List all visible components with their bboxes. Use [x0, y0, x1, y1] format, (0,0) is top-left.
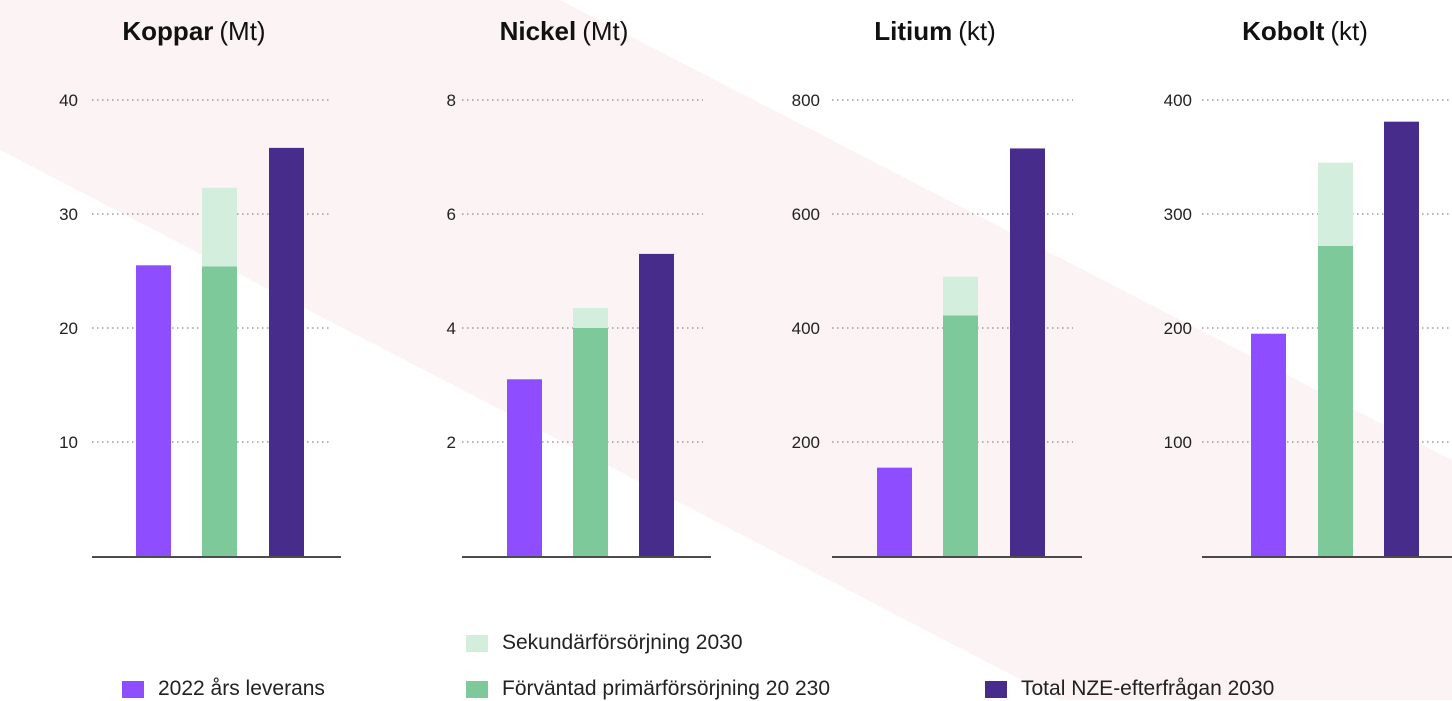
legend-swatch-nze-demand: [985, 680, 1007, 698]
chart-title-name: Nickel: [500, 16, 577, 46]
bar-secondary-supply-2030: [573, 308, 608, 328]
chart-kobolt: Kobolt (kt) 100 200 300 400: [1164, 16, 1452, 558]
chart-title-litium: Litium (kt): [874, 16, 996, 46]
y-tick-label: 2: [447, 433, 456, 452]
bar-supply-2022: [507, 379, 542, 556]
y-tick-label: 40: [59, 91, 78, 110]
legend-swatch-primary: [466, 680, 488, 698]
y-tick-label: 6: [447, 205, 456, 224]
bar-nze-demand-2030: [639, 253, 674, 556]
legend-item-supply-2022: 2022 års leverans: [122, 677, 325, 701]
bar-primary-supply-2030: [202, 266, 237, 556]
bar-supply-2022: [877, 467, 912, 556]
y-tick-label: 100: [1164, 433, 1192, 452]
legend-label-primary: Förväntad primärförsörjning 20 230: [502, 677, 831, 700]
bar-supply-2022: [1251, 333, 1286, 556]
legend-item-nze-demand: Total NZE-efterfrågan 2030: [985, 677, 1274, 701]
chart-koppar: Koppar (Mt) 10 20 30 40: [59, 16, 341, 558]
legend-swatch-supply-2022: [122, 680, 144, 698]
bar-secondary-supply-2030: [202, 187, 237, 267]
chart-nickel: Nickel (Mt) 2 4 6 8: [447, 16, 711, 558]
chart-title-unit: (kt): [1330, 16, 1368, 46]
chart-title-unit: (kt): [958, 16, 996, 46]
bar-primary-supply-2030: [943, 315, 978, 556]
y-tick-label: 8: [447, 91, 456, 110]
chart-title-unit: (Mt): [219, 16, 265, 46]
legend-swatch-secondary: [466, 634, 488, 652]
bar-primary-supply-2030: [1318, 245, 1353, 557]
y-tick-label: 400: [792, 319, 820, 338]
chart-title-nickel: Nickel (Mt): [500, 16, 629, 46]
legend-label-nze-demand: Total NZE-efterfrågan 2030: [1021, 677, 1275, 700]
chart-title-unit: (Mt): [582, 16, 628, 46]
legend-label-supply-2022: 2022 års leverans: [158, 677, 325, 700]
bar-nze-demand-2030: [1010, 148, 1045, 556]
bar-nze-demand-2030: [1384, 121, 1419, 556]
y-tick-label: 4: [447, 319, 456, 338]
chart-title-name: Litium: [874, 16, 952, 46]
chart-title-name: Koppar: [122, 16, 213, 46]
y-tick-label: 10: [59, 433, 78, 452]
y-tick-label: 200: [1164, 319, 1192, 338]
chart-title-name: Kobolt: [1242, 16, 1325, 46]
legend-label-secondary: Sekundärförsörjning 2030: [502, 631, 743, 654]
bar-primary-supply-2030: [573, 328, 608, 556]
bar-supply-2022: [136, 265, 171, 556]
y-tick-label: 200: [792, 433, 820, 452]
y-tick-label: 400: [1164, 91, 1192, 110]
legend-item-primary-supply: Förväntad primärförsörjning 20 230: [466, 677, 830, 701]
chart-title-kobolt: Kobolt (kt): [1242, 16, 1368, 46]
bar-secondary-supply-2030: [1318, 162, 1353, 246]
y-tick-label: 300: [1164, 205, 1192, 224]
y-tick-label: 600: [792, 205, 820, 224]
chart-litium: Litium (kt) 200 400 600 800: [792, 16, 1082, 558]
y-tick-label: 30: [59, 205, 78, 224]
bar-secondary-supply-2030: [943, 276, 978, 316]
bar-nze-demand-2030: [269, 147, 304, 556]
chart-title-koppar: Koppar (Mt): [122, 16, 265, 46]
legend-item-secondary-supply: Sekundärförsörjning 2030: [466, 631, 743, 655]
y-tick-label: 20: [59, 319, 78, 338]
y-tick-label: 800: [792, 91, 820, 110]
